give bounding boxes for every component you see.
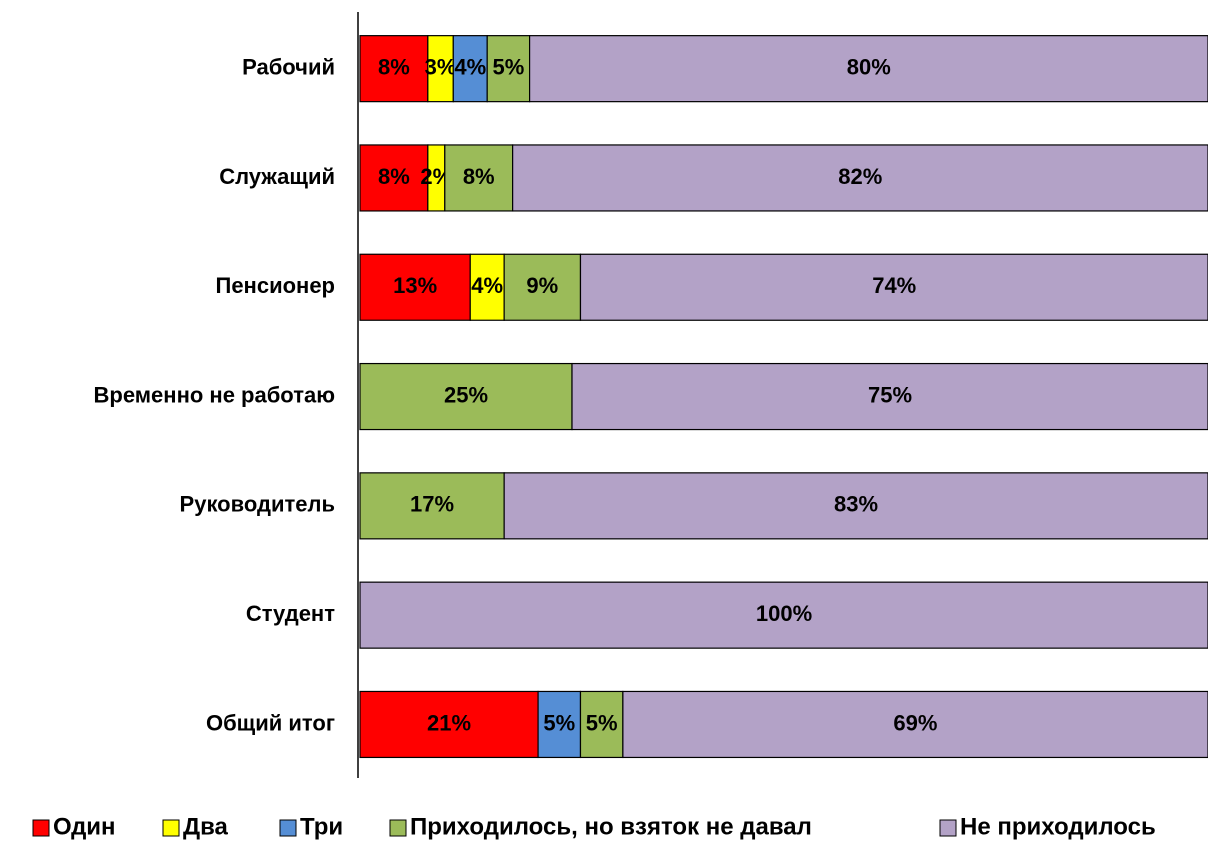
bar-segment xyxy=(537,690,582,759)
data-label: 83% xyxy=(834,492,878,517)
data-label: 8% xyxy=(378,164,410,189)
data-label: 80% xyxy=(847,54,891,79)
bar-segment xyxy=(359,581,1208,649)
bar-segment xyxy=(359,472,505,540)
bar-segment xyxy=(469,253,505,321)
legend-label: Один xyxy=(53,813,116,840)
bar-segment xyxy=(622,690,1208,759)
bar-segment xyxy=(359,144,429,212)
data-label: 13% xyxy=(393,273,437,298)
data-label: 8% xyxy=(378,54,410,79)
bar-segment xyxy=(528,35,1208,103)
bar-segment xyxy=(427,35,454,103)
bar-segment xyxy=(359,690,539,759)
data-label: 5% xyxy=(493,54,525,79)
legend-swatch xyxy=(939,819,957,837)
bar-segment xyxy=(503,472,1208,540)
y-tick-label: Студент xyxy=(246,601,335,626)
data-label: 69% xyxy=(893,710,937,735)
legend-swatch xyxy=(162,819,180,837)
data-label: 25% xyxy=(444,382,488,407)
data-label: 21% xyxy=(427,710,471,735)
bar-segment xyxy=(503,253,582,321)
y-tick-label: Общий итог xyxy=(206,710,335,735)
data-label: 4% xyxy=(454,54,486,79)
data-label: 74% xyxy=(872,273,916,298)
bar-segment xyxy=(452,35,488,103)
data-label: 3% xyxy=(425,54,457,79)
y-tick-label: Временно не работаю xyxy=(94,382,336,407)
legend-swatch xyxy=(279,819,297,837)
bar-segment xyxy=(571,362,1208,431)
data-label: 75% xyxy=(868,382,912,407)
y-tick-label: Служащий xyxy=(219,164,335,189)
data-label: 8% xyxy=(463,164,495,189)
data-label: 4% xyxy=(471,273,503,298)
data-label: 9% xyxy=(526,273,558,298)
legend-label: Не приходилось xyxy=(960,813,1156,840)
data-label: 5% xyxy=(586,710,618,735)
y-tick-label: Руководитель xyxy=(180,492,335,517)
bar-segment xyxy=(359,362,573,431)
legend-label: Два xyxy=(183,813,229,840)
legend-swatch xyxy=(389,819,407,837)
legend-swatch xyxy=(32,819,50,837)
bar-segment xyxy=(444,144,514,212)
data-label: 5% xyxy=(543,710,575,735)
legend-label: Приходилось, но взяток не давал xyxy=(410,813,812,840)
data-label: 17% xyxy=(410,492,454,517)
data-label: 100% xyxy=(756,601,812,626)
bar-segment xyxy=(579,690,624,759)
y-tick-label: Пенсионер xyxy=(216,273,336,298)
bar-segment xyxy=(512,144,1208,212)
data-label: 82% xyxy=(838,164,882,189)
bar-segment xyxy=(359,253,471,321)
legend-label: Три xyxy=(300,813,343,840)
bar-segment xyxy=(579,253,1208,321)
y-tick-label: Рабочий xyxy=(242,54,335,79)
